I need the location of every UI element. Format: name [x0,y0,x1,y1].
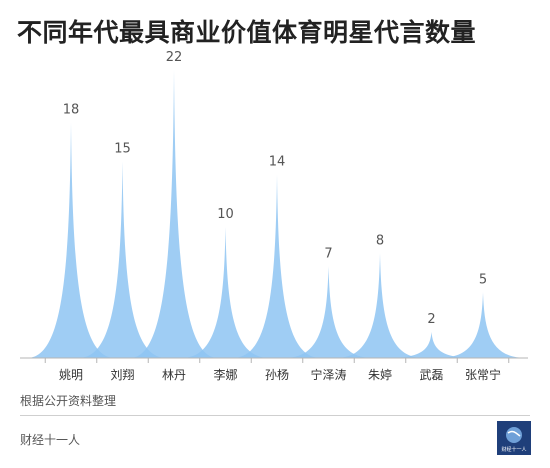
x-axis-ticks [44,358,510,363]
peak-7 [387,331,476,358]
peak-2 [130,70,218,358]
category-label-0: 姚明 [59,368,83,382]
peak-0 [27,122,115,358]
data-labels: 18 15 22 10 14 7 8 2 5 [63,50,487,327]
category-label-1: 刘翔 [110,368,134,382]
peak-3 [181,227,270,358]
value-label-6: 8 [376,233,384,248]
globe-icon [506,427,522,443]
value-label-3: 10 [217,207,234,222]
source-note: 根据公开资料整理 [20,394,117,408]
category-labels: 姚明 刘翔 林丹 李娜 孙杨 宁泽涛 朱婷 武磊 张常宁 [59,367,501,382]
category-label-6: 朱婷 [368,367,392,382]
category-label-5: 宁泽涛 [310,367,346,382]
category-label-8: 张常宁 [465,367,501,382]
value-label-8: 5 [479,273,487,288]
category-label-3: 李娜 [213,367,237,382]
category-label-2: 林丹 [162,368,186,382]
logo-caption: 财经十一人 [501,447,527,453]
peak-1 [78,161,167,358]
peak-6 [336,253,424,358]
peaks-layer [27,70,527,358]
peak-4 [233,174,321,358]
category-label-7: 武磊 [419,368,443,382]
value-label-4: 14 [269,155,286,170]
value-label-5: 7 [324,246,332,261]
peak-5 [284,266,373,358]
peak-chart: 18 15 22 10 14 7 8 2 5 姚明 刘翔 林丹 李娜 孙杨 宁泽涛 朱婷 武磊 张常宁 [20,50,528,382]
category-label-4: 孙杨 [265,367,289,382]
value-label-2: 22 [166,50,183,65]
value-label-0: 18 [63,102,80,117]
value-label-7: 2 [427,312,435,327]
brand-name: 财经十一人 [20,433,81,447]
value-label-1: 15 [114,142,131,157]
peak-8 [439,292,527,358]
brand-logo: 财经十一人 [497,421,531,455]
chart-title: 不同年代最具商业价值体育明星代言数量 [17,18,477,47]
footer-divider [20,415,530,416]
